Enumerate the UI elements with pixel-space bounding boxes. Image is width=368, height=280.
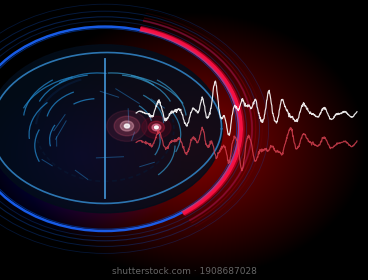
Circle shape: [152, 124, 161, 131]
Circle shape: [120, 121, 134, 131]
Ellipse shape: [0, 45, 223, 213]
Circle shape: [155, 126, 158, 129]
Circle shape: [148, 121, 164, 134]
Text: shutterstock.com · 1908687028: shutterstock.com · 1908687028: [112, 267, 256, 276]
Circle shape: [107, 111, 147, 141]
Circle shape: [124, 124, 130, 128]
Circle shape: [142, 116, 171, 139]
Circle shape: [114, 116, 140, 136]
